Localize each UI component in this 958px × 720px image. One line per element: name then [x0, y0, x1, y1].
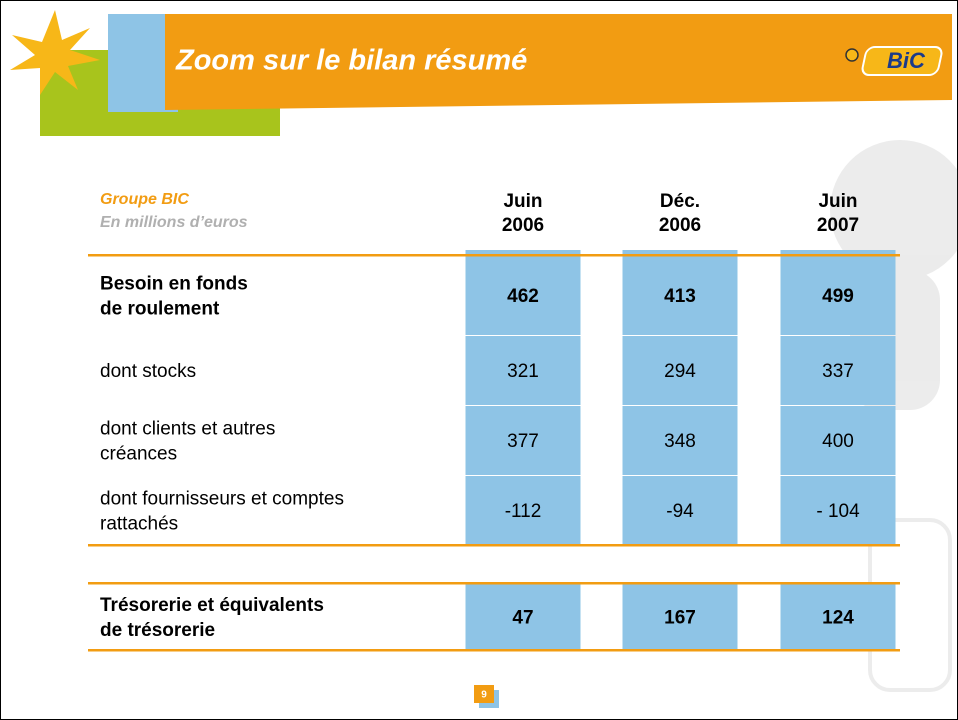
star — [10, 10, 100, 95]
cell — [780, 584, 896, 650]
cell — [622, 406, 738, 475]
column-header: 2006 — [659, 215, 701, 236]
column-header: 2007 — [817, 215, 859, 236]
column-header: Juin — [503, 191, 542, 212]
cell — [465, 584, 581, 650]
cell — [780, 476, 896, 545]
row-label: dont stocks — [100, 361, 196, 382]
cell-value: 413 — [664, 286, 696, 307]
cell-value: - 104 — [816, 501, 860, 522]
cell-value: -112 — [505, 501, 542, 522]
caption: Groupe BIC — [100, 191, 189, 208]
cell — [780, 250, 896, 255]
cell-value: 462 — [507, 286, 539, 307]
cell-value: 337 — [822, 361, 854, 382]
column-header: Juin — [818, 191, 857, 212]
cell — [622, 476, 738, 545]
column-header: 2006 — [502, 215, 544, 236]
cell-value: 321 — [507, 361, 539, 382]
cell-value: 167 — [664, 608, 696, 629]
cell — [465, 256, 581, 335]
unit: En millions d’euros — [100, 214, 248, 231]
cell-value: -94 — [666, 501, 694, 522]
row-label: créances — [100, 444, 177, 465]
cell-value: 294 — [664, 361, 696, 382]
cell — [780, 336, 896, 405]
rule — [88, 582, 900, 585]
cell-value: 377 — [507, 431, 539, 452]
cell-value: 47 — [512, 608, 533, 629]
cell-value: 348 — [664, 431, 696, 452]
row-label: Besoin en fonds — [100, 274, 248, 295]
cell-value: 499 — [822, 286, 854, 307]
cell-value: 400 — [822, 431, 854, 452]
title-banner — [165, 14, 952, 110]
rule — [88, 254, 900, 257]
cell — [465, 476, 581, 545]
cell — [622, 250, 738, 255]
logo: BiC — [845, 46, 943, 76]
logo-text: BiC — [887, 48, 926, 73]
cell — [622, 584, 738, 650]
cell-value: 124 — [822, 608, 854, 629]
cell — [465, 406, 581, 475]
row-label: de roulement — [100, 299, 220, 320]
row-label: de trésorerie — [100, 620, 215, 641]
row-label: dont fournisseurs et comptes — [100, 489, 344, 510]
cell — [780, 406, 896, 475]
row-label: rattachés — [100, 514, 178, 535]
cell — [622, 256, 738, 335]
table: Groupe BIC En millions d’euros Juin 2006 Déc… — [88, 191, 900, 652]
cell — [465, 250, 581, 255]
title: Zoom sur le bilan résumé — [175, 45, 527, 77]
page-box — [474, 685, 494, 703]
row-label: dont clients et autres — [100, 419, 275, 440]
rule — [88, 544, 900, 547]
rule — [88, 649, 900, 652]
cell — [465, 336, 581, 405]
cell — [622, 336, 738, 405]
cell — [780, 256, 896, 335]
column-header: Déc. — [660, 191, 700, 212]
page-number: 9 — [481, 690, 487, 701]
row-label: Trésorerie et équivalents — [100, 595, 324, 616]
